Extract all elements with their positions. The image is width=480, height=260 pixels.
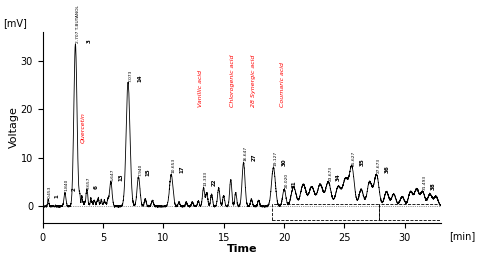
- Text: 6: 6: [94, 186, 98, 189]
- Text: 31.493: 31.493: [422, 175, 427, 190]
- Text: 30: 30: [281, 159, 286, 166]
- Text: 34: 34: [336, 173, 341, 181]
- Text: 0.453: 0.453: [48, 185, 52, 198]
- Text: 1: 1: [55, 194, 60, 198]
- Text: [mV]: [mV]: [3, 18, 27, 28]
- Text: 36: 36: [384, 166, 389, 173]
- Text: Quercetin: Quercetin: [81, 112, 85, 143]
- Text: 13.333: 13.333: [204, 171, 207, 186]
- Text: 16.647: 16.647: [243, 146, 248, 161]
- Text: 27: 27: [252, 154, 256, 161]
- Text: [min]: [min]: [449, 231, 475, 241]
- Text: 25.627: 25.627: [352, 151, 356, 166]
- Text: 13: 13: [118, 173, 123, 181]
- Y-axis label: Voltage: Voltage: [9, 107, 19, 148]
- Text: 7.073: 7.073: [129, 69, 133, 82]
- Text: 14: 14: [138, 74, 143, 82]
- Text: Vanillic acid: Vanillic acid: [198, 70, 203, 107]
- Text: 7.940: 7.940: [139, 164, 143, 176]
- Text: 2: 2: [72, 187, 77, 191]
- Text: Coumaric acid: Coumaric acid: [280, 62, 285, 107]
- Text: 1.840: 1.840: [65, 179, 69, 191]
- Text: 23.673: 23.673: [328, 166, 332, 181]
- Text: 35: 35: [360, 158, 365, 166]
- Text: 10.653: 10.653: [171, 158, 175, 173]
- Text: 17: 17: [179, 166, 184, 173]
- X-axis label: Time: Time: [227, 244, 257, 255]
- Text: 22: 22: [211, 179, 216, 186]
- Text: 20.020: 20.020: [284, 173, 288, 188]
- Text: 28 Synergic acid: 28 Synergic acid: [251, 55, 256, 107]
- Text: Chlorogenic acid: Chlorogenic acid: [230, 54, 235, 107]
- Text: 2.707 T-BUTANOL: 2.707 T-BUTANOL: [76, 5, 80, 43]
- Text: 15: 15: [146, 168, 151, 176]
- Text: 3.657: 3.657: [87, 177, 91, 189]
- Text: 31: 31: [292, 180, 297, 188]
- Text: 19.127: 19.127: [274, 151, 277, 166]
- Text: 38: 38: [431, 183, 435, 190]
- Text: 3: 3: [86, 39, 92, 43]
- Text: 27.673: 27.673: [376, 158, 381, 173]
- Text: 5.647: 5.647: [111, 168, 115, 181]
